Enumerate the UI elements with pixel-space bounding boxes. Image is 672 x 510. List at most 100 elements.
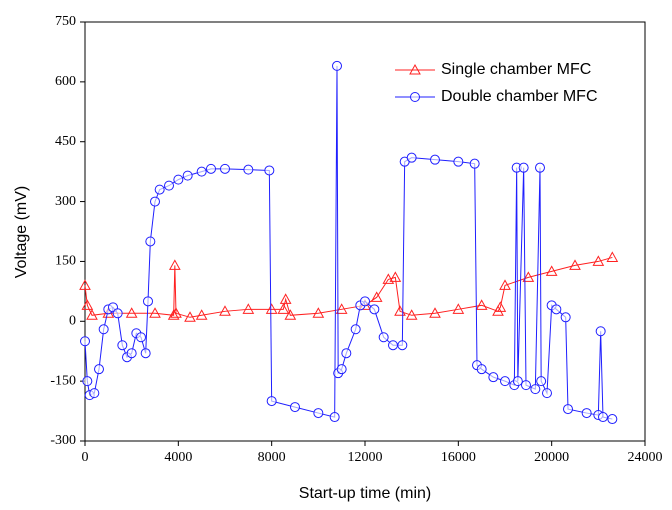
circle-marker — [140, 348, 151, 359]
triangle-marker — [452, 303, 465, 314]
circle-marker — [332, 60, 342, 71]
triangle-marker — [606, 251, 619, 262]
circle-marker — [469, 158, 480, 169]
circle-marker — [430, 154, 440, 165]
circle-marker — [518, 162, 529, 173]
circle-marker — [82, 376, 93, 387]
circle-marker — [397, 340, 408, 351]
legend-text: Single chamber MFC — [441, 61, 591, 78]
y-tick-label: 600 — [55, 74, 76, 89]
circle-marker — [329, 412, 340, 423]
circle-marker — [220, 163, 230, 174]
plot-frame — [84, 21, 646, 442]
circle-marker — [488, 372, 499, 383]
circle-marker — [560, 312, 571, 323]
circle-marker — [369, 304, 380, 315]
triangle-marker — [149, 307, 161, 318]
triangle-marker — [312, 307, 325, 318]
circle-marker — [150, 196, 160, 207]
y-tick-label: 0 — [69, 314, 76, 329]
triangle-marker — [475, 299, 488, 310]
circle-marker — [89, 388, 100, 399]
x-tick-label: 24000 — [628, 450, 663, 465]
triangle-marker — [167, 309, 180, 320]
triangle-marker — [170, 307, 182, 318]
circle-marker — [80, 336, 90, 347]
circle-marker — [563, 404, 573, 415]
circle-marker — [94, 364, 104, 375]
x-tick-label: 20000 — [534, 450, 569, 465]
circle-marker — [453, 156, 464, 167]
triangle-marker — [499, 279, 511, 290]
y-tick-label: 150 — [55, 254, 76, 269]
x-tick-label: 12000 — [348, 450, 383, 465]
triangle-marker — [125, 307, 138, 318]
triangle-marker — [545, 265, 558, 276]
circle-marker — [154, 184, 165, 195]
triangle-marker — [279, 293, 292, 304]
x-tick-label: 0 — [82, 450, 89, 465]
circle-marker — [98, 324, 109, 335]
triangle-marker — [277, 303, 290, 314]
y-tick-label: 300 — [55, 194, 76, 209]
y-axis-title: Voltage (mV) — [13, 186, 30, 278]
circle-marker — [581, 408, 592, 419]
x-tick-label: 16000 — [441, 450, 476, 465]
triangle-marker — [389, 271, 402, 282]
triangle-marker — [335, 303, 348, 314]
circle-marker — [378, 332, 389, 343]
circle-marker — [350, 324, 361, 335]
circle-marker — [164, 180, 174, 191]
x-tick-label: 4000 — [164, 450, 192, 465]
circle-marker — [512, 376, 523, 387]
circle-marker — [264, 165, 275, 176]
triangle-marker — [195, 309, 208, 320]
circle-marker — [535, 162, 545, 173]
triangle-marker — [184, 311, 196, 322]
triangle-marker — [81, 299, 94, 310]
circle-marker — [243, 164, 254, 175]
circle-marker — [530, 384, 541, 395]
circle-marker — [173, 174, 184, 185]
circle-marker — [143, 296, 153, 307]
circle-marker — [598, 412, 608, 423]
circle-marker — [500, 376, 510, 387]
circle-marker — [360, 296, 370, 307]
circle-marker — [112, 308, 123, 319]
triangle-marker — [168, 259, 181, 270]
x-axis-title: Start-up time (min) — [299, 485, 431, 502]
triangle-marker — [370, 291, 383, 302]
triangle-marker — [242, 303, 255, 314]
circle-marker — [336, 364, 347, 375]
triangle-marker — [494, 301, 507, 312]
y-tick-label: -150 — [50, 373, 76, 388]
circle-marker — [476, 364, 487, 375]
circle-marker — [206, 163, 216, 174]
circle-marker — [595, 326, 606, 337]
series-line — [84, 256, 613, 318]
y-tick-label: -300 — [50, 433, 76, 448]
circle-marker — [126, 348, 137, 359]
circle-marker — [117, 340, 128, 351]
triangle-marker — [284, 309, 297, 320]
circle-marker — [196, 166, 207, 177]
circle-marker — [607, 414, 618, 425]
series-line — [84, 65, 613, 420]
circle-marker — [145, 236, 156, 247]
triangle-marker — [265, 303, 278, 314]
circle-marker — [406, 152, 417, 163]
circle-marker — [521, 380, 531, 391]
triangle-marker — [219, 305, 231, 316]
triangle-marker — [592, 255, 605, 266]
triangle-marker — [86, 309, 98, 320]
triangle-marker — [409, 63, 421, 75]
circle-marker — [536, 376, 547, 387]
x-tick-label: 8000 — [258, 450, 286, 465]
circle-marker — [313, 408, 324, 419]
triangle-marker — [405, 309, 418, 320]
y-tick-label: 450 — [55, 134, 76, 149]
triangle-marker — [429, 307, 441, 318]
circle-marker — [136, 332, 146, 343]
circle-marker — [388, 340, 398, 351]
